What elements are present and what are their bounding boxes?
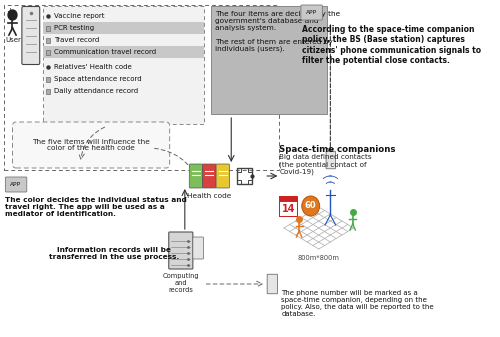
Bar xyxy=(46,89,50,93)
FancyBboxPatch shape xyxy=(6,177,27,192)
Text: Space-time companions: Space-time companions xyxy=(280,145,396,154)
FancyBboxPatch shape xyxy=(216,164,230,188)
Bar xyxy=(43,46,203,58)
FancyBboxPatch shape xyxy=(193,237,203,259)
FancyBboxPatch shape xyxy=(190,164,202,188)
Text: 800m*800m: 800m*800m xyxy=(298,255,340,261)
Text: Communication travel record: Communication travel record xyxy=(54,49,156,55)
Text: Big data defined contacts
(the potential contact of
Covid-19): Big data defined contacts (the potential… xyxy=(280,154,372,175)
Text: Relatives' Health code: Relatives' Health code xyxy=(54,64,132,70)
Circle shape xyxy=(302,196,320,216)
Bar xyxy=(238,168,252,184)
Text: 14: 14 xyxy=(282,204,295,214)
Text: APP: APP xyxy=(306,10,317,15)
FancyBboxPatch shape xyxy=(168,232,193,269)
Bar xyxy=(46,26,50,31)
Text: Space attendance record: Space attendance record xyxy=(54,76,141,82)
Bar xyxy=(280,196,297,216)
Text: Computing
and
records: Computing and records xyxy=(162,273,199,293)
FancyBboxPatch shape xyxy=(326,151,336,169)
Text: The color decides the individual status and
travel right. The app will be used a: The color decides the individual status … xyxy=(6,197,187,217)
Text: Health code: Health code xyxy=(187,193,232,199)
Text: User: User xyxy=(6,37,22,43)
FancyBboxPatch shape xyxy=(202,164,216,188)
Bar xyxy=(46,76,50,82)
Bar xyxy=(248,168,252,172)
Text: Vaccine report: Vaccine report xyxy=(54,13,104,19)
Text: Information records will be
transferred in the use process.: Information records will be transferred … xyxy=(49,247,180,260)
Bar xyxy=(238,168,241,172)
Text: The phone number will be marked as a
space-time companion, depending on the
poli: The phone number will be marked as a spa… xyxy=(281,290,434,317)
Bar xyxy=(280,196,297,201)
Bar xyxy=(43,22,203,34)
Bar xyxy=(46,37,50,42)
Text: The five items will influence the
color of the health code: The five items will influence the color … xyxy=(32,139,150,152)
Bar xyxy=(210,6,327,114)
Bar xyxy=(238,180,241,184)
FancyBboxPatch shape xyxy=(22,6,40,64)
Text: 60: 60 xyxy=(305,202,316,211)
Text: The four items are decided by the
government's database and
analysis system.

Th: The four items are decided by the govern… xyxy=(215,11,340,53)
Text: PCR testing: PCR testing xyxy=(54,25,94,31)
Circle shape xyxy=(8,10,17,20)
FancyBboxPatch shape xyxy=(267,274,278,294)
Text: Daily attendance record: Daily attendance record xyxy=(54,88,138,94)
Text: APP: APP xyxy=(10,182,22,187)
FancyBboxPatch shape xyxy=(12,122,170,168)
Bar xyxy=(280,201,297,216)
Text: According to the space-time companion
policy, the BS (Base station) captures
cit: According to the space-time companion po… xyxy=(302,25,481,65)
FancyBboxPatch shape xyxy=(301,5,322,20)
Bar xyxy=(248,180,252,184)
Text: Travel record: Travel record xyxy=(54,37,99,43)
Text: +: + xyxy=(6,6,14,16)
Bar xyxy=(46,50,50,55)
Bar xyxy=(43,6,203,124)
